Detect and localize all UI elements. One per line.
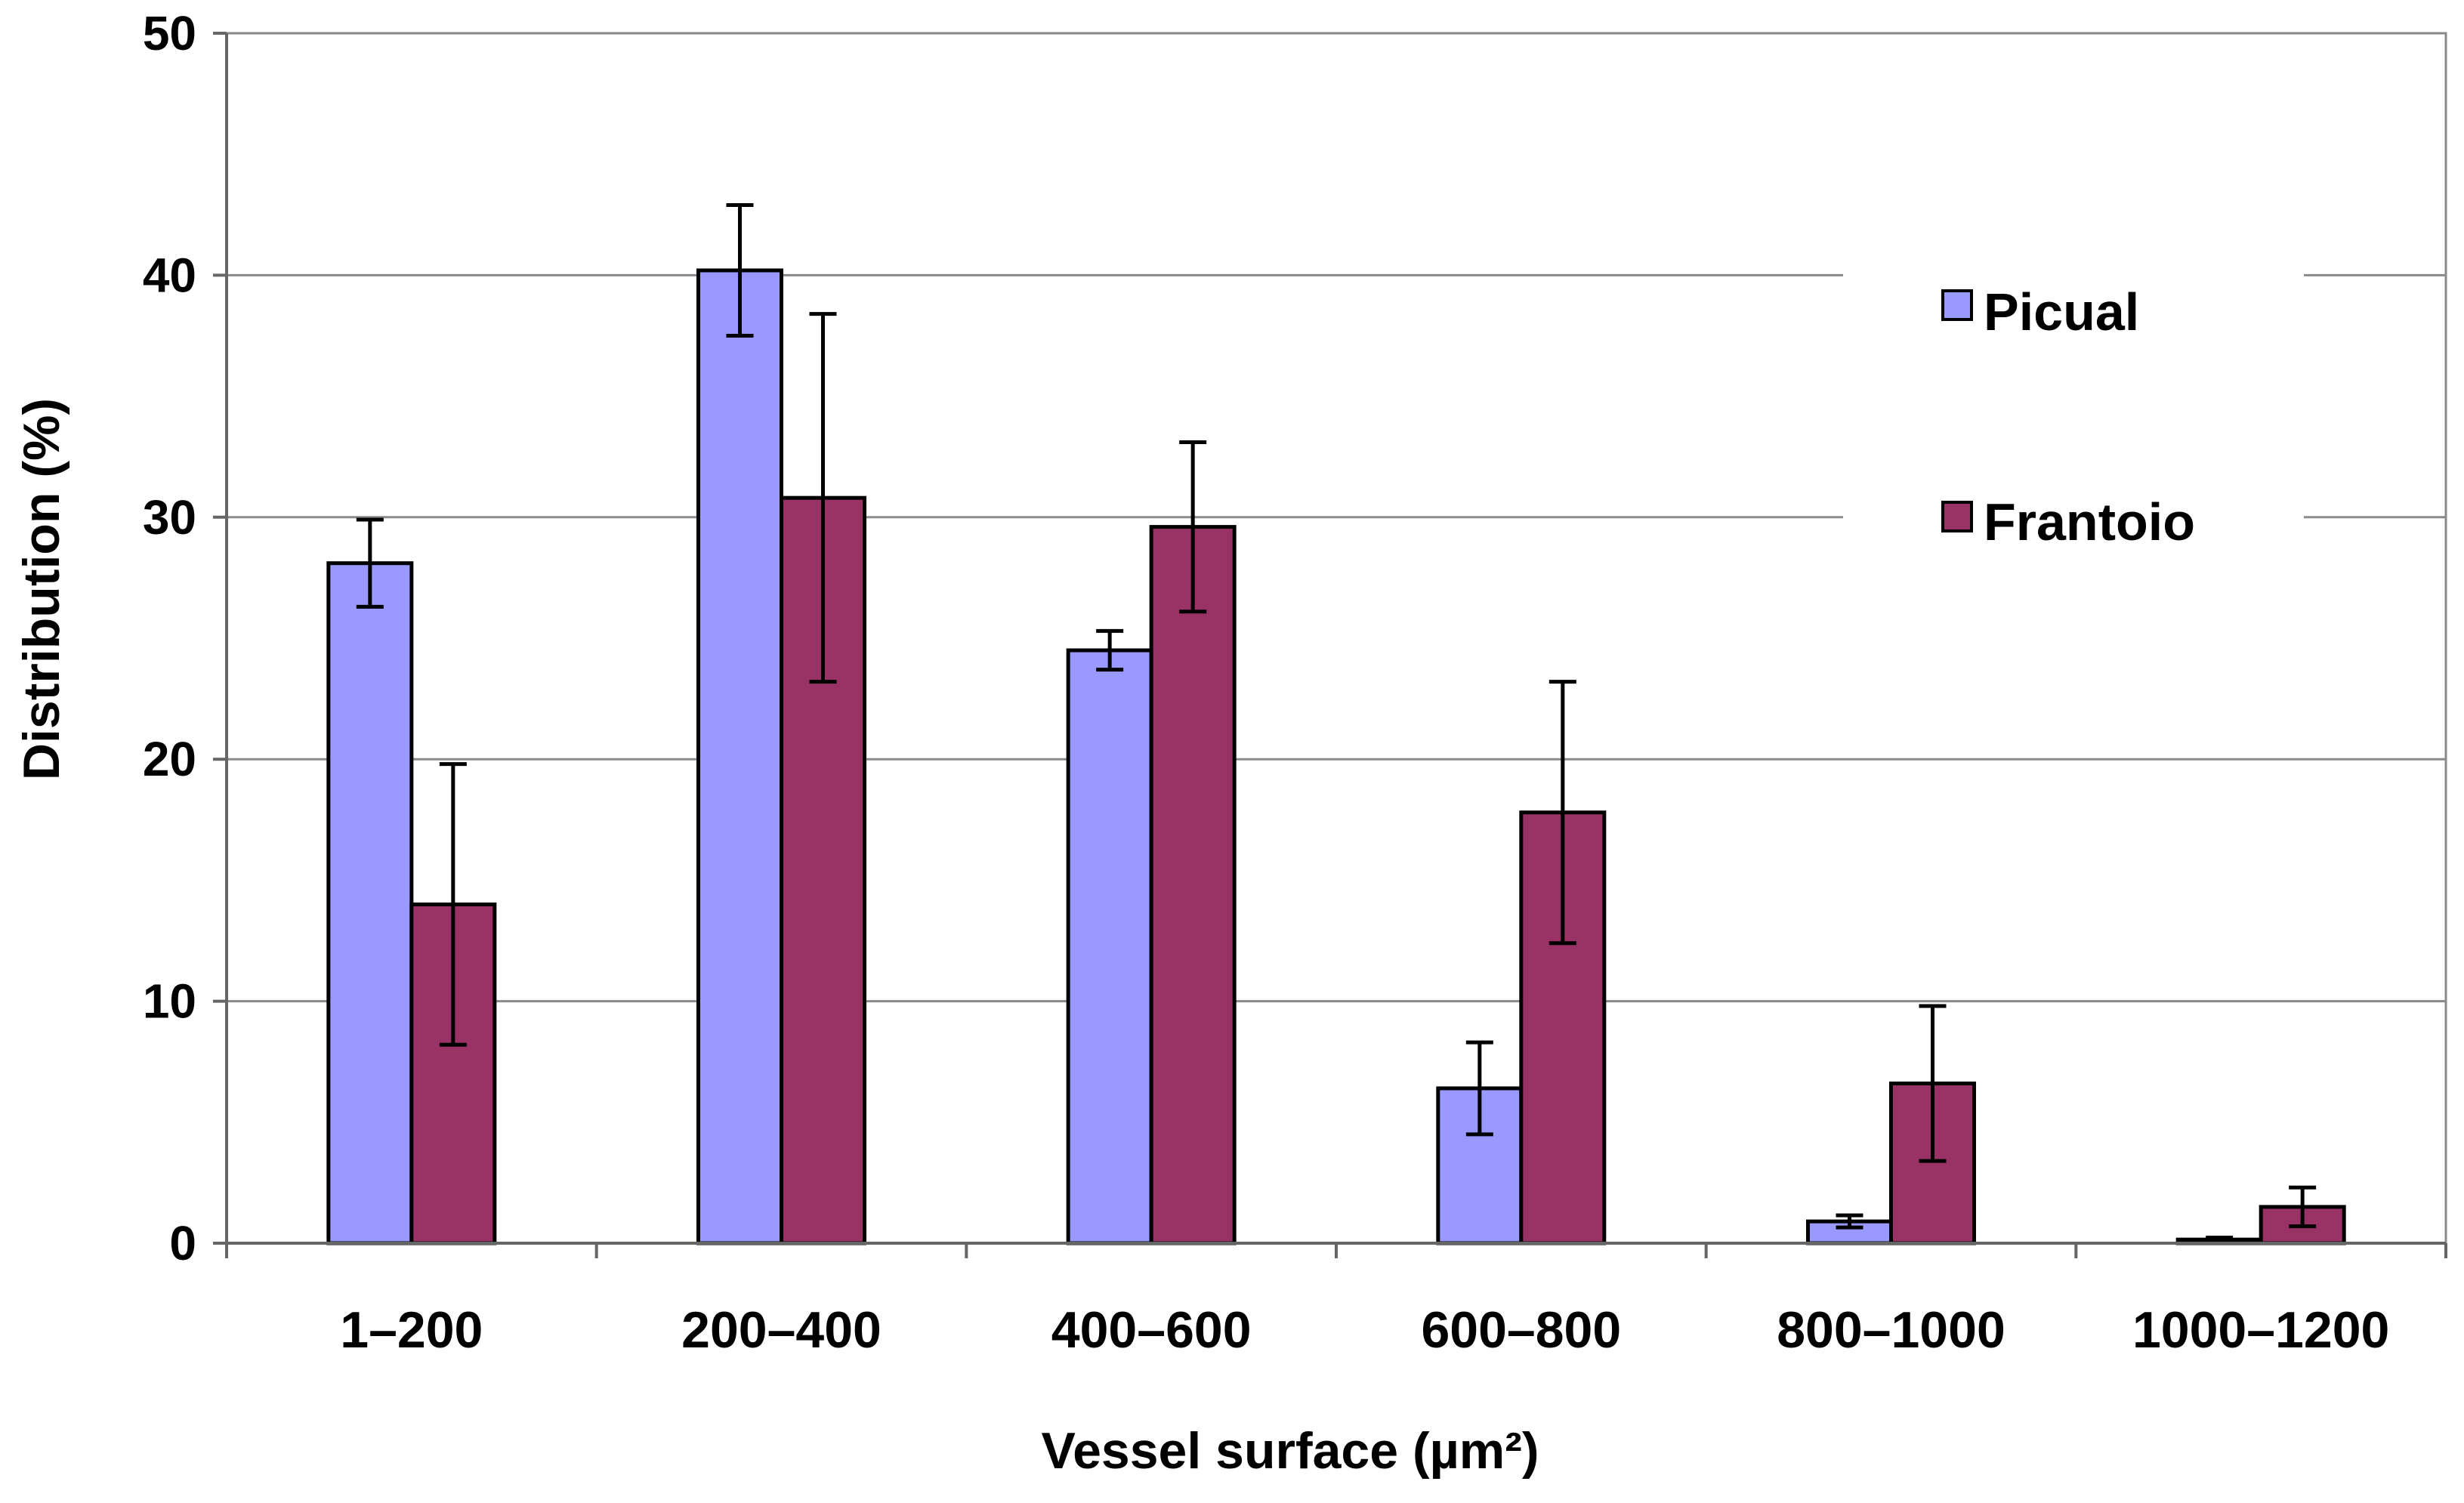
- y-tick-labels: 0 10 20 30 40 50: [143, 6, 196, 1270]
- error-bar-frantoio: [809, 312, 837, 684]
- x-axis-title: Vessel surface (µm²): [1041, 1422, 1539, 1480]
- error-bar-frantoio: [1548, 680, 1576, 946]
- x-tick-labels: 1–200 200–400 400–600 600–800 800–1000 1000–1…: [340, 1301, 2389, 1359]
- error-bar-frantoio: [1919, 1004, 1947, 1163]
- legend: Picual Frantoio: [1843, 227, 2304, 559]
- x-tick-label: 200–400: [681, 1301, 882, 1359]
- x-tick-label: 400–600: [1051, 1301, 1252, 1359]
- x-tick-label: 800–1000: [1777, 1301, 2005, 1359]
- bar-picual: [326, 561, 414, 1245]
- error-bar-frantoio: [1179, 440, 1207, 614]
- bar-picual: [1066, 648, 1153, 1245]
- y-axis-title: Distribution (%): [13, 398, 70, 780]
- error-bar-frantoio: [439, 762, 467, 1047]
- y-tick-label: 0: [169, 1216, 196, 1270]
- x-tick-label: 1000–1200: [2132, 1301, 2389, 1359]
- error-bar-picual: [1465, 1040, 1493, 1137]
- x-tick-label: 1–200: [340, 1301, 483, 1359]
- plot-frame: [225, 32, 2447, 1245]
- error-bar-picual: [356, 517, 384, 609]
- error-bar-picual: [1096, 628, 1124, 672]
- legend-box-background: [1843, 227, 2304, 559]
- x-tick-label: 600–800: [1421, 1301, 1621, 1359]
- y-tick-label: 40: [143, 248, 196, 302]
- y-tick-label: 30: [143, 490, 196, 545]
- y-tick-label: 50: [143, 6, 196, 60]
- y-tick-label: 10: [143, 974, 196, 1029]
- error-bar-picual: [1836, 1213, 1863, 1230]
- error-bar-picual: [2206, 1236, 2234, 1244]
- error-bars: [356, 202, 2317, 1244]
- bar-picual: [696, 268, 783, 1245]
- bar-frantoio: [1149, 525, 1237, 1245]
- bars: [326, 268, 2346, 1245]
- legend-label-picual: Picual: [1984, 282, 2139, 341]
- y-tick-label: 20: [143, 732, 196, 786]
- legend-swatch-frantoio: [1941, 501, 1973, 532]
- legend-swatch-picual: [1941, 289, 1973, 321]
- error-bar-frantoio: [2289, 1185, 2317, 1229]
- axes: [213, 32, 2447, 1258]
- legend-label-frantoio: Frantoio: [1984, 492, 2195, 551]
- error-bar-picual: [726, 202, 754, 338]
